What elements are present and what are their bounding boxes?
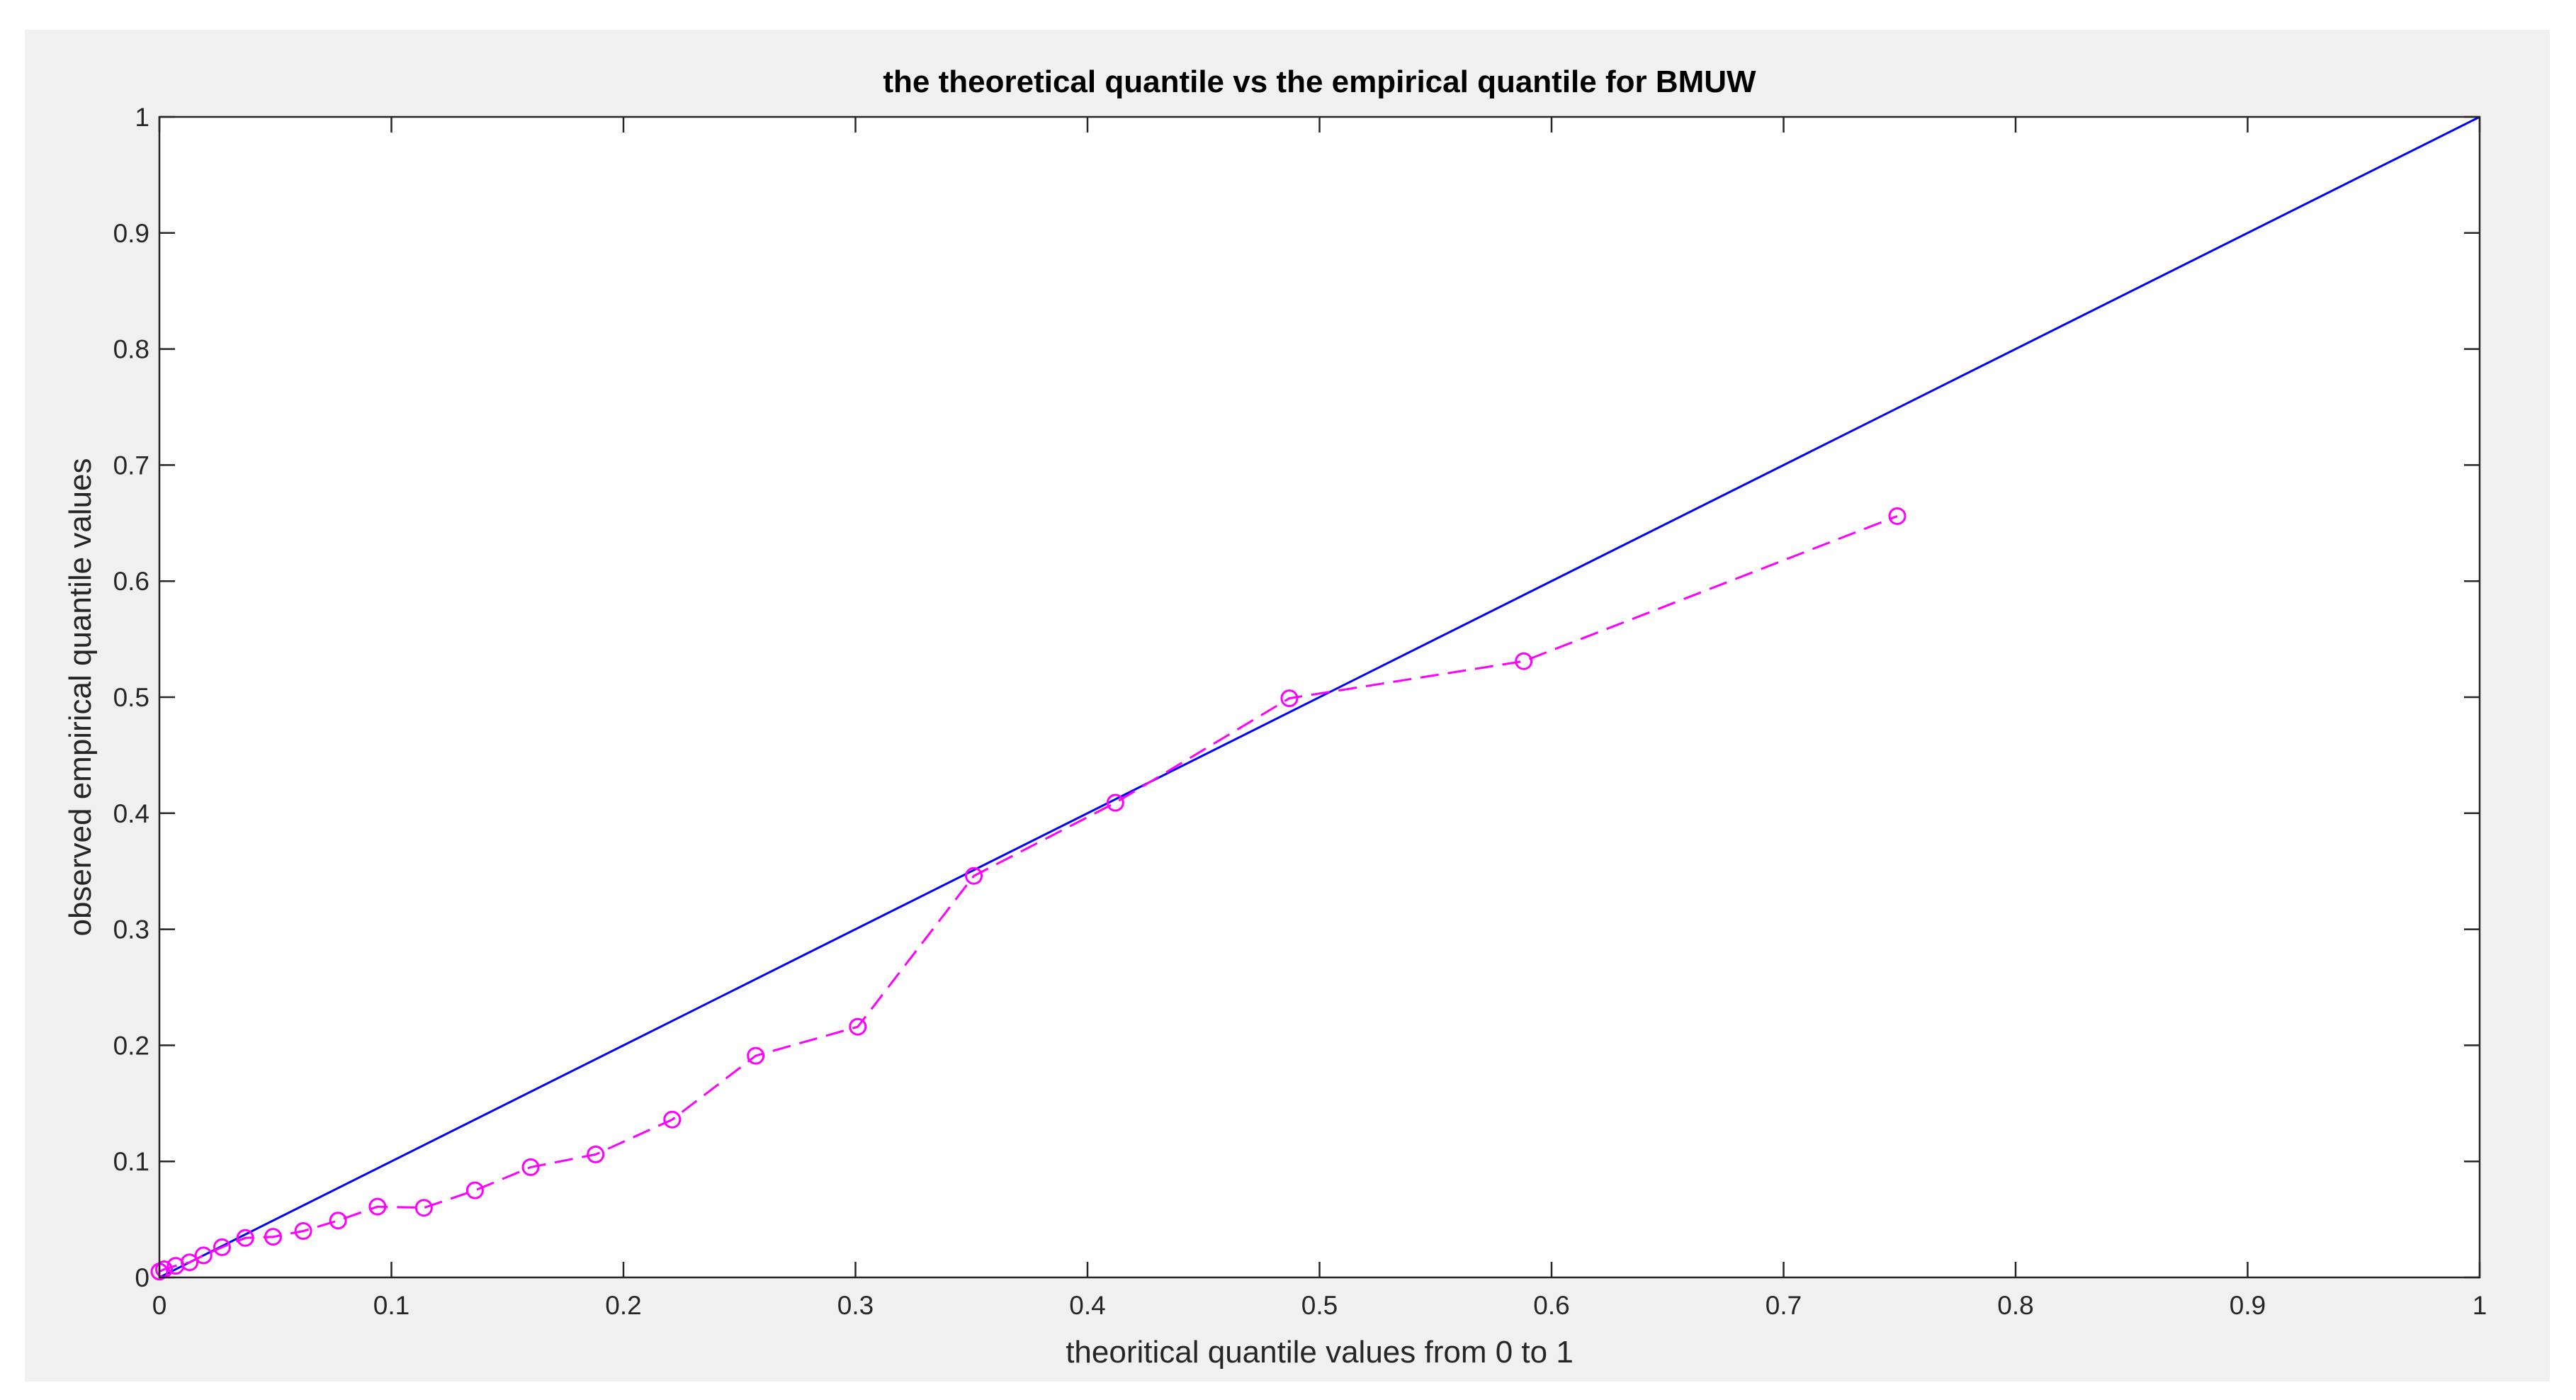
tick-labels: 0 0.1 0.2 0.3 0.4 0.5 0.6 0.7 0.8 0.9 1 0 0.1 0.2 0.3 0… [113,103,2487,1320]
data-point [521,1158,540,1176]
y-tick-label: 0.5 [113,683,149,712]
empirical-quantile-line [159,515,1898,1273]
data-point [194,1246,213,1265]
data-point [747,1046,765,1065]
chart-title: the theoretical quantile vs the empirica… [883,64,1756,99]
data-point [1280,689,1299,708]
data-point [264,1228,282,1246]
x-tick-label: 0.3 [837,1291,874,1320]
reference-line [159,115,2480,1279]
data-point [1106,794,1124,812]
y-tick-label: 1 [135,103,149,132]
x-axis-label: theoritical quantile values from 0 to 1 [1066,1335,1574,1370]
y-tick-label: 0.4 [113,799,149,828]
x-tick-label: 0.9 [2230,1291,2266,1320]
data-point [414,1199,433,1217]
x-tick-label: 0 [152,1291,167,1320]
x-tick-label: 0.8 [1997,1291,2033,1320]
y-tick-label: 0.3 [113,915,149,944]
data-point [1888,507,1906,525]
data-point [294,1221,312,1240]
data-point [849,1017,867,1036]
data-point [329,1212,347,1230]
y-tick-label: 0 [135,1263,149,1292]
data-point [236,1229,254,1247]
data-point [965,866,983,885]
x-tick-label: 0.2 [605,1291,641,1320]
y-axis-label: observed empirical quantile values [63,458,98,936]
y-tick-label: 0.1 [113,1147,149,1176]
series-layer [150,115,2480,1281]
data-point [368,1197,387,1216]
axis-ticks [158,115,2481,1279]
data-point [1515,652,1533,670]
y-tick-label: 0.6 [113,567,149,596]
x-tick-label: 1 [2473,1291,2487,1320]
x-tick-label: 0.6 [1533,1291,1569,1320]
data-point [213,1238,231,1256]
data-point [663,1110,682,1129]
x-tick-label: 0.4 [1069,1291,1105,1320]
plot-box [158,115,2481,1279]
x-tick-label: 0.7 [1766,1291,1802,1320]
x-tick-label: 0.1 [373,1291,409,1320]
y-tick-label: 0.7 [113,451,149,480]
y-tick-label: 0.2 [113,1031,149,1060]
data-point [465,1181,484,1199]
x-tick-label: 0.5 [1301,1291,1338,1320]
data-point [181,1253,199,1272]
y-tick-label: 0.8 [113,335,149,364]
y-tick-label: 0.9 [113,219,149,248]
data-point [587,1145,605,1163]
